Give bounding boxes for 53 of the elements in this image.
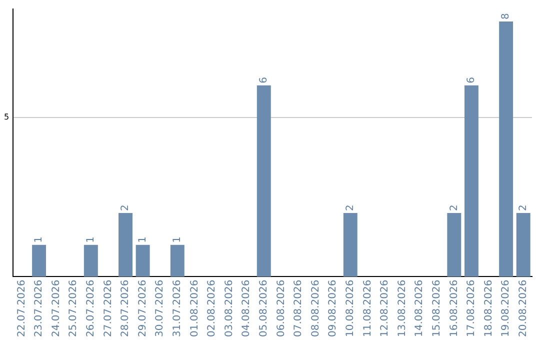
x-tick-label: 12.08.2026	[380, 280, 391, 338]
data-label: 2	[120, 204, 132, 211]
x-tick-label: 05.08.2026	[258, 280, 270, 338]
y-tick-label: 5	[4, 112, 10, 122]
x-tick-label: 09.08.2026	[328, 280, 339, 338]
x-tick-label: 14.08.2026	[414, 280, 426, 338]
bar	[464, 85, 478, 277]
data-label: 6	[258, 76, 270, 84]
x-tick-label: 04.08.2026	[241, 280, 252, 338]
bar	[136, 244, 150, 277]
data-label: 2	[518, 204, 529, 211]
bar	[32, 244, 46, 277]
data-label: 2	[344, 204, 356, 211]
data-label: 1	[137, 236, 148, 243]
x-tick-label: 06.08.2026	[276, 280, 287, 338]
x-tick-label: 17.08.2026	[466, 280, 478, 338]
x-tick-label: 13.08.2026	[396, 280, 408, 338]
x-tick-label: 11.08.2026	[362, 280, 374, 338]
x-tick-label: 26.07.2026	[86, 280, 97, 338]
data-label: 1	[86, 236, 97, 243]
x-tick-label: 19.08.2026	[500, 280, 512, 338]
x-tick-label: 27.07.2026	[102, 280, 114, 338]
bar	[447, 212, 462, 277]
bar	[516, 212, 530, 277]
x-tick-label: 07.08.2026	[293, 280, 304, 338]
bar	[84, 244, 98, 277]
x-tick-label: 15.08.2026	[431, 280, 442, 338]
x-tick-label: 20.08.2026	[518, 280, 529, 338]
data-label: 2	[448, 204, 460, 211]
data-label: 6	[466, 76, 478, 84]
x-tick-label: 10.08.2026	[344, 280, 356, 338]
x-tick-label: 03.08.2026	[224, 280, 235, 338]
x-tick-label: 28.07.2026	[120, 280, 132, 338]
x-tick-label: 23.07.2026	[34, 280, 45, 338]
x-tick-label: 25.07.2026	[68, 280, 80, 338]
x-tick-label: 22.07.2026	[16, 280, 28, 338]
bar	[343, 212, 358, 277]
x-tick-label: 16.08.2026	[448, 280, 460, 338]
data-label: 8	[500, 13, 512, 20]
x-tick-label: 08.08.2026	[310, 280, 322, 338]
x-tick-label: 29.07.2026	[137, 280, 148, 338]
data-label: 1	[172, 236, 184, 243]
bar	[170, 244, 184, 277]
x-tick-label: 24.07.2026	[50, 280, 62, 338]
x-tick-label: 18.08.2026	[483, 280, 494, 338]
x-tick-label: 31.07.2026	[172, 280, 184, 338]
bar	[118, 212, 133, 277]
x-tick-label: 02.08.2026	[206, 280, 218, 338]
bar	[499, 22, 514, 277]
x-tick-label: 30.07.2026	[154, 280, 166, 338]
bar	[256, 85, 271, 277]
x-tick-label: 01.08.2026	[189, 280, 200, 338]
data-label: 1	[34, 236, 45, 243]
